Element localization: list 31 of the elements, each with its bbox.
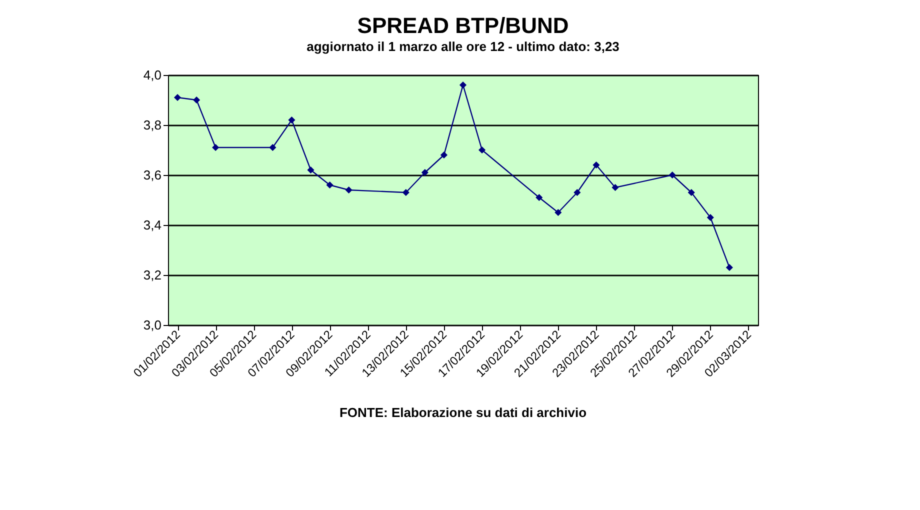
- point: [459, 81, 467, 89]
- point: [212, 144, 220, 152]
- point: [402, 188, 410, 196]
- y-tick-label: 4,0: [143, 68, 162, 82]
- point: [726, 264, 733, 272]
- y-tick-label: 3,8: [143, 118, 162, 132]
- y-tick-label: 3,2: [143, 268, 162, 282]
- point: [592, 161, 600, 169]
- point: [174, 94, 182, 102]
- point: [668, 171, 676, 179]
- y-tick-label: 3,6: [143, 168, 162, 182]
- point: [326, 181, 334, 189]
- point: [574, 188, 581, 196]
- point: [345, 186, 352, 194]
- point: [421, 168, 428, 176]
- source-note: FONTE: Elaborazione su dati di archivio: [339, 405, 587, 420]
- point: [307, 166, 314, 174]
- point: [288, 116, 296, 124]
- point: [193, 96, 200, 104]
- y-tick-label: 3,0: [143, 318, 162, 332]
- chart-subtitle: aggiornato il 1 marzo alle ore 12 - ultimo dato: 3,23: [306, 39, 620, 54]
- point: [706, 214, 714, 222]
- point: [612, 184, 619, 192]
- point: [554, 208, 562, 216]
- point: [688, 188, 695, 196]
- chart-title: SPREAD BTP/BUND: [357, 13, 569, 38]
- point: [536, 194, 543, 202]
- point: [440, 151, 448, 159]
- y-tick-label: 3,4: [143, 218, 162, 232]
- point: [269, 144, 276, 152]
- point: [478, 146, 486, 154]
